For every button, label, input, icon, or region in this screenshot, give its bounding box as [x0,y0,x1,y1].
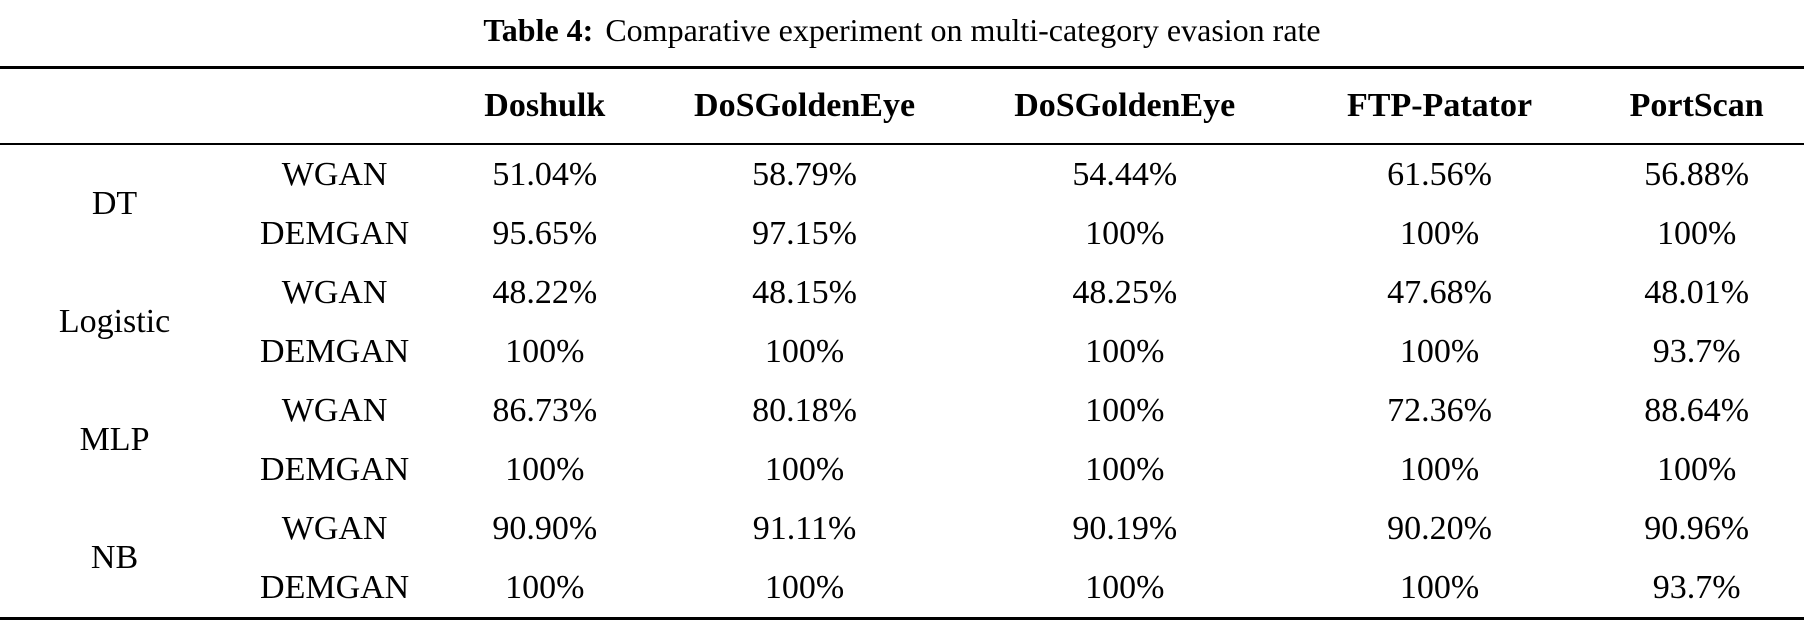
evasion-rate-value: 100% [1085,568,1165,606]
evasion-rate-table: Doshulk DoSGoldenEye DoSGoldenEye FTP-Patat… [0,66,1804,620]
method-label: DEMGAN [260,450,410,488]
evasion-rate-value: 100% [764,332,845,370]
method-label: DEMGAN [260,332,410,370]
evasion-rate-value: 100% [1085,332,1165,370]
evasion-rate-value: 97.15% [752,214,857,252]
evasion-rate-value: 51.04% [492,155,598,193]
table-row: DEMGAN 100% 100% 100% 100% 93.7% [0,558,1804,619]
table-row: DEMGAN 100% 100% 100% 100% 100% [0,440,1804,499]
evasion-rate-value: 100% [1085,214,1165,252]
method-label: WGAN [281,509,388,547]
column-header: Doshulk [440,67,650,145]
evasion-rate-value: 100% [1399,450,1480,488]
evasion-rate-value: 56.88% [1644,155,1750,193]
table-row: NB WGAN 90.90% 91.11% 90.19% 90.20% 90.96% [0,499,1804,577]
evasion-rate-value: 93.7% [1652,568,1741,606]
method-label: WGAN [281,273,388,311]
evasion-rate-value: 47.68% [1387,273,1492,311]
column-header: PortScan [1589,67,1804,145]
corner-cell-classifier [0,67,230,145]
method-label: WGAN [281,391,388,429]
evasion-rate-value: 100% [505,332,585,370]
evasion-rate-value: 95.65% [492,214,598,252]
column-header: DoSGoldenEye [649,67,960,145]
evasion-rate-value: 61.56% [1387,155,1492,193]
evasion-rate-value: 48.22% [492,273,598,311]
table-row: DEMGAN 95.65% 97.15% 100% 100% 100% [0,204,1804,263]
classifier-label: Logistic [58,303,171,340]
evasion-rate-value: 100% [505,568,585,606]
column-header: DoSGoldenEye [959,67,1290,145]
evasion-rate-value: 100% [1399,332,1480,370]
evasion-rate-value: 100% [764,568,845,606]
table-row: DT WGAN 51.04% 58.79% 54.44% 61.56% 56.88% [0,144,1804,223]
evasion-rate-value: 100% [1656,214,1737,252]
evasion-rate-value: 72.36% [1387,391,1492,429]
table-caption-text: Comparative experiment on multi-category… [605,12,1321,48]
evasion-rate-value: 90.20% [1387,509,1492,547]
corner-cell-method [229,67,441,145]
evasion-rate-value: 80.18% [752,391,857,429]
evasion-rate-value: 93.7% [1652,332,1741,370]
method-label: WGAN [281,155,388,193]
evasion-rate-value: 91.11% [752,509,857,547]
classifier-label: DT [91,185,138,222]
classifier-label: NB [90,539,139,576]
evasion-rate-value: 48.01% [1644,273,1750,311]
evasion-rate-value: 58.79% [752,155,857,193]
evasion-rate-value: 48.15% [752,273,857,311]
evasion-rate-value: 90.90% [492,509,598,547]
evasion-rate-value: 100% [1085,450,1165,488]
table-row: DEMGAN 100% 100% 100% 100% 93.7% [0,322,1804,381]
classifier-label: MLP [79,421,150,458]
evasion-rate-value: 100% [1399,214,1480,252]
method-label: DEMGAN [260,568,410,606]
method-label: DEMGAN [260,214,410,252]
evasion-rate-value: 100% [1399,568,1480,606]
evasion-rate-value: 100% [764,450,845,488]
header-row: Doshulk DoSGoldenEye DoSGoldenEye FTP-Patat… [0,67,1804,145]
table-row: Logistic WGAN 48.22% 48.15% 48.25% 47.68% 48.0… [0,263,1804,341]
table-caption-label: Table 4: [483,12,594,48]
table-header-row: Doshulk DoSGoldenEye DoSGoldenEye FTP-Patat… [0,67,1804,145]
evasion-rate-value: 48.25% [1072,273,1178,311]
evasion-rate-value: 100% [1656,450,1737,488]
evasion-rate-value: 54.44% [1072,155,1178,193]
evasion-rate-value: 100% [1085,391,1165,429]
evasion-rate-value: 90.19% [1072,509,1178,547]
evasion-rate-value: 86.73% [492,391,598,429]
column-header: FTP-Patator [1289,67,1590,145]
table-row: MLP WGAN 86.73% 80.18% 100% 72.36% 88.64% [0,381,1804,459]
table-body: DT WGAN 51.04% 58.79% 54.44% 61.56% 56.88% DEMG… [0,144,1804,619]
evasion-rate-value: 90.96% [1644,509,1750,547]
evasion-rate-value: 100% [505,450,585,488]
table-caption: Table 4: Comparative experiment on multi-… [0,0,1804,66]
evasion-rate-value: 88.64% [1644,391,1750,429]
